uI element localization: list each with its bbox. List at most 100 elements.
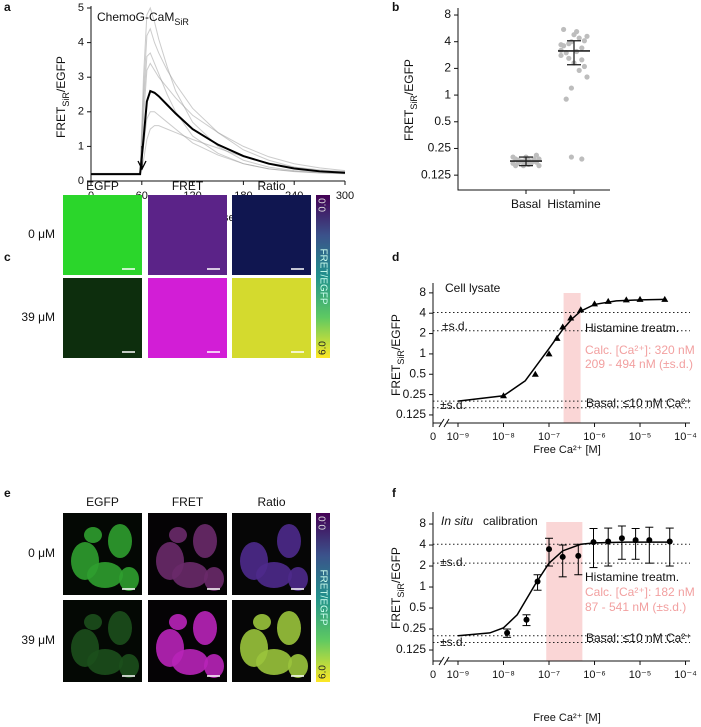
dot [581,63,588,70]
image-tile [148,195,227,275]
dot [536,163,542,169]
colorbar-label: FRET/EGFP [317,569,328,625]
x-tick-label: 10⁻⁶ [583,669,606,681]
y-axis-label-part: FRET [402,109,416,141]
data-point [661,295,669,302]
image-tile [63,278,142,358]
image-tile [232,195,311,275]
data-point [590,539,597,546]
dot [584,74,590,80]
cell [108,524,132,558]
data-point [646,537,653,544]
dot [574,29,580,35]
cell [193,524,217,558]
y-tick-label: 0.25 [403,387,427,401]
colorbar [316,513,330,682]
x-tick-label: 10⁻⁵ [629,669,652,681]
x-tick-label: 10⁻⁶ [583,431,606,443]
cell [119,567,139,591]
y-tick-label: 4 [444,34,451,48]
trace [91,27,346,176]
x-tick-label: Histamine [547,197,601,211]
axis-break [438,656,450,666]
row-label: 0 μM [28,227,55,241]
dot [561,26,567,33]
cell [256,649,292,675]
annotation: 209 - 494 nM (±s.d.) [585,357,693,371]
trace [91,52,346,175]
cell [256,562,292,588]
annotation: calibration [483,514,538,528]
trace [91,62,346,175]
y-axis-label-part: SiR [396,350,406,365]
y-tick-label: 2 [419,558,426,572]
x-tick-label: 10⁻⁴ [674,669,697,681]
image-tile [63,195,142,275]
panel-label: e [4,486,11,500]
mean-trace [91,89,346,176]
dot [566,55,572,61]
cell [108,611,132,645]
data-point [577,306,585,313]
y-axis-label-part: /EGFP [389,547,403,583]
y-tick-label: 0.5 [409,366,426,380]
data-point [534,578,541,585]
data-point [575,552,582,559]
data-point [559,323,567,330]
image-tile [232,278,311,358]
y-tick-label: 1 [444,87,451,101]
dot [579,57,585,63]
dot [566,41,572,47]
dot [533,152,540,158]
cell [204,654,224,678]
colorbar-max: 6.0 [318,341,329,355]
cell [172,562,208,588]
y-tick-label: 8 [444,7,451,21]
data-point [531,370,539,377]
y-tick-label: 0.5 [409,600,426,614]
y-tick-label: 0.5 [434,114,451,128]
column-label: FRET [172,179,204,193]
dot [576,35,582,41]
cell [288,567,308,591]
dot [558,52,564,59]
y-axis-label-part: /EGFP [402,59,416,95]
annotation: Calc. [Ca²⁺]: 320 nM [585,343,695,357]
annotation: Calc. [Ca²⁺]: 182 nM [585,585,695,599]
x-tick-label: 10⁻⁵ [629,431,652,443]
y-axis-label-part: FRET [389,364,403,396]
column-label: Ratio [257,179,285,193]
x-tick-label: Basal [511,197,541,211]
colorbar-max: 6.0 [318,665,329,679]
dot [576,67,582,73]
cell [172,649,208,675]
data-point [504,629,511,636]
cell [84,527,102,543]
y-tick-label: 0.125 [396,407,426,421]
x-tick-label: 10⁻⁴ [674,431,697,443]
panel-label: d [392,250,399,264]
dot [568,154,575,160]
annotation: ChemoG-CaMSiR [97,10,189,27]
annotation-part: SiR [174,17,189,27]
annotation: Histamine treatm. [585,570,679,584]
y-axis-label-part: /EGFP [54,56,68,92]
y-tick-label: 1 [419,346,426,360]
cell [87,649,123,675]
y-tick-label: 3 [78,71,84,83]
data-point [553,334,561,341]
dot [579,45,585,51]
cell [169,614,187,630]
data-point [632,537,639,544]
y-tick-label: 0.125 [421,167,451,181]
y-axis-label: FRETSiR/EGFP [54,56,71,138]
y-tick-label: 5 [78,2,84,14]
y-axis-label: FRETSiR/EGFP [389,547,406,629]
x-tick-label: 0 [430,431,436,443]
trace [91,111,346,175]
dot [563,96,569,102]
x-tick-label: 10⁻⁹ [447,431,470,443]
annotation: ±s.d. [440,398,466,412]
annotation: Basal: ≤10 nM Ca²⁺ [586,396,692,410]
